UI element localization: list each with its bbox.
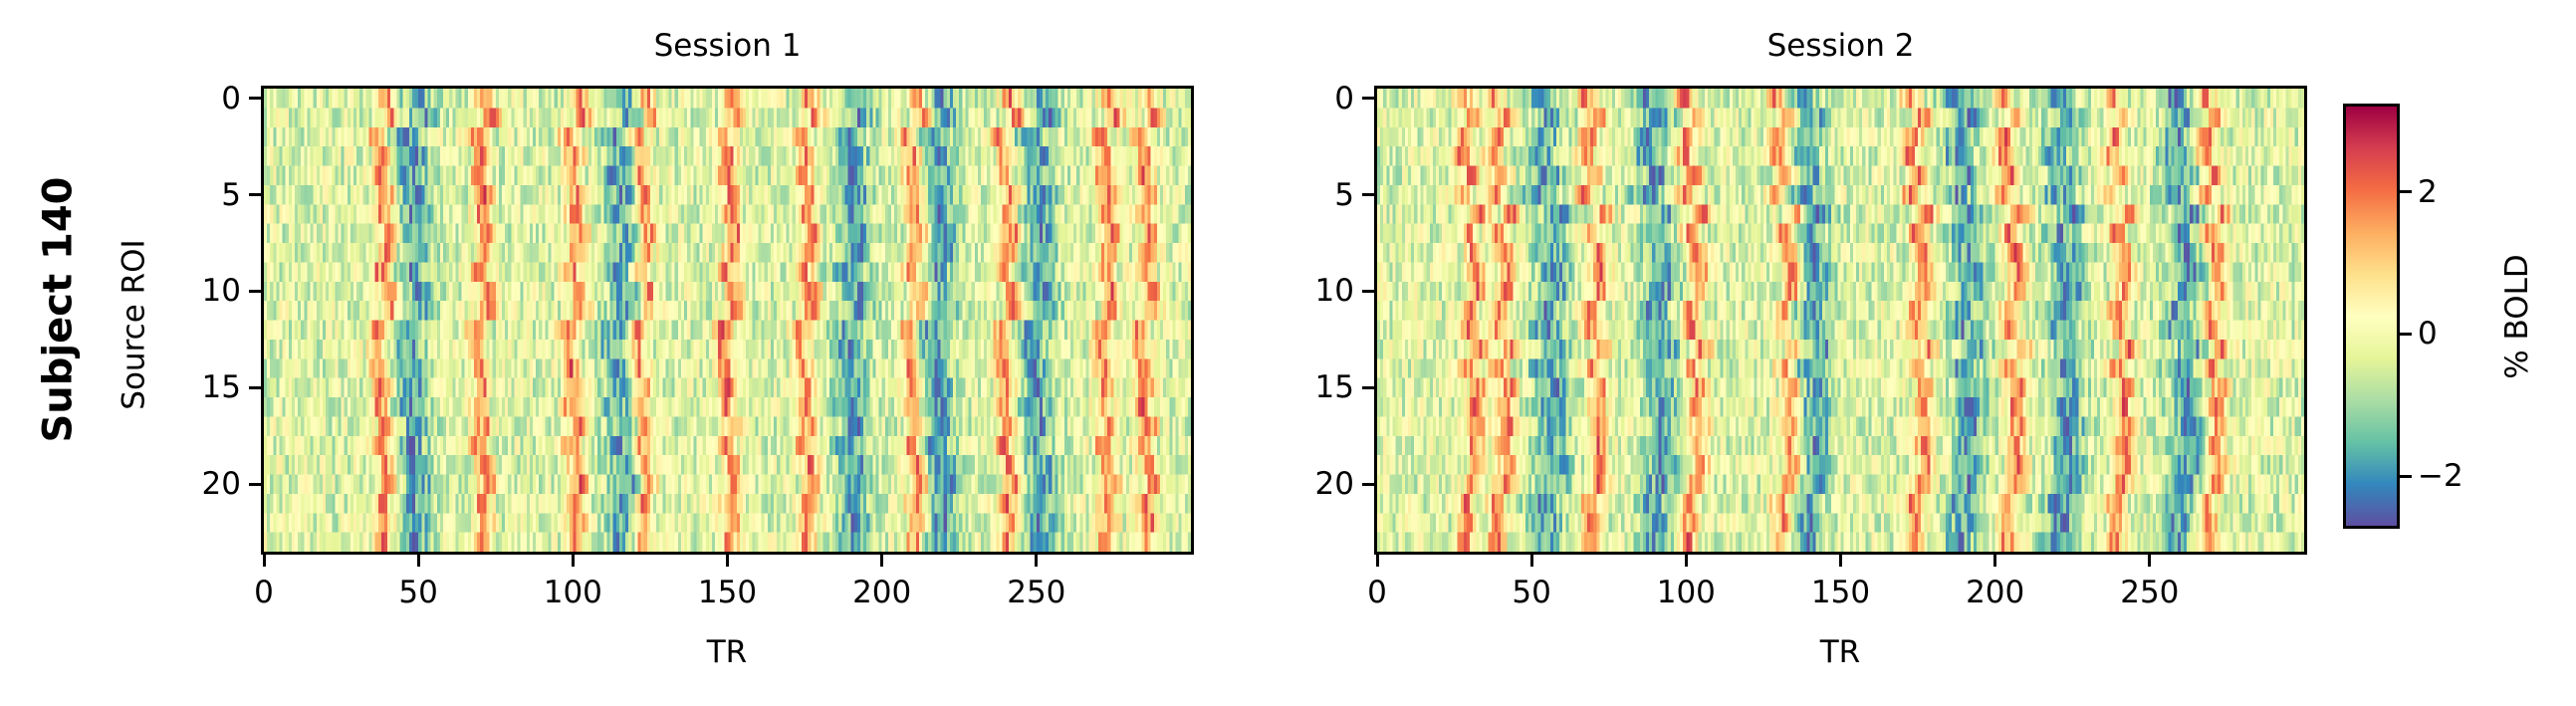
colorbar-tick	[2400, 474, 2412, 478]
x-tick-label: 250	[2120, 575, 2180, 610]
panel-title-session-2: Session 2	[1766, 28, 1915, 64]
y-tick	[1362, 97, 1374, 101]
y-tick-label: 15	[1314, 369, 1354, 406]
x-tick	[262, 555, 266, 567]
subject-label: Subject 140	[28, 96, 88, 524]
y-tick	[1362, 289, 1374, 293]
x-tick	[880, 555, 884, 567]
colorbar-label-text: % BOLD	[2499, 253, 2536, 379]
x-tick	[1375, 555, 1379, 567]
y-tick-label: 5	[221, 176, 241, 213]
x-tick	[1035, 555, 1039, 567]
x-tick	[571, 555, 575, 567]
y-tick	[249, 482, 261, 486]
x-tick-label: 0	[254, 575, 274, 610]
y-tick	[1362, 193, 1374, 197]
x-axis-label-session-1: TR	[706, 634, 748, 670]
y-tick	[249, 385, 261, 389]
y-axis-label: Source ROI	[115, 96, 154, 554]
x-tick	[2148, 555, 2152, 567]
heatmap-session-2	[1374, 86, 2307, 555]
y-tick-label: 10	[1314, 273, 1354, 310]
y-tick-label: 15	[201, 369, 241, 406]
x-tick	[726, 555, 729, 567]
colorbar-tick-label: 0	[2418, 316, 2438, 353]
y-tick	[249, 289, 261, 293]
heatmap-canvas-session-1	[264, 89, 1191, 552]
x-tick-label: 200	[852, 575, 912, 610]
colorbar-tick-label: 2	[2418, 173, 2438, 210]
y-tick-label: 20	[1314, 466, 1354, 503]
x-tick-label: 100	[543, 575, 602, 610]
x-tick-label: 150	[697, 575, 758, 610]
y-tick	[249, 193, 261, 197]
y-tick	[249, 97, 261, 101]
y-tick-label: 5	[1334, 176, 1354, 213]
x-tick	[1684, 555, 1688, 567]
x-tick	[1529, 555, 1533, 567]
x-tick-label: 200	[1966, 575, 2025, 610]
y-tick-label: 0	[221, 80, 241, 117]
x-tick-label: 50	[398, 575, 438, 610]
panel-title-session-1: Session 1	[653, 28, 802, 64]
y-tick	[1362, 385, 1374, 389]
heatmap-session-1	[261, 86, 1194, 555]
x-tick	[416, 555, 420, 567]
heatmap-canvas-session-2	[1377, 89, 2304, 552]
colorbar-label: % BOLD	[2497, 104, 2537, 529]
y-tick	[1362, 482, 1374, 486]
x-axis-label-session-2: TR	[1819, 634, 1861, 670]
x-tick	[1839, 555, 1842, 567]
y-tick-label: 10	[201, 273, 241, 310]
colorbar	[2343, 104, 2400, 529]
x-tick-label: 50	[1512, 575, 1551, 610]
x-tick	[1993, 555, 1997, 567]
x-tick-label: 250	[1007, 575, 1066, 610]
y-tick-label: 0	[1334, 80, 1354, 117]
y-tick-label: 20	[201, 466, 241, 503]
colorbar-tick-label: −2	[2418, 458, 2463, 495]
x-tick-label: 100	[1656, 575, 1716, 610]
colorbar-tick	[2400, 190, 2412, 194]
subject-label-text: Subject 140	[35, 176, 82, 443]
colorbar-tick	[2400, 332, 2412, 336]
y-axis-label-text: Source ROI	[117, 239, 153, 410]
x-tick-label: 0	[1367, 575, 1387, 610]
x-tick-label: 150	[1810, 575, 1871, 610]
